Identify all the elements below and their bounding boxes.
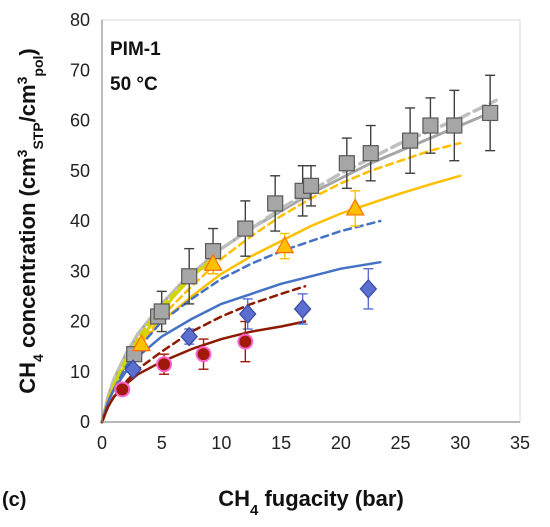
data-point-square <box>181 268 198 285</box>
data-point-square <box>422 117 439 134</box>
data-point-diamond <box>238 304 257 324</box>
y-axis-title-sub3: pol <box>30 56 46 77</box>
model-curve <box>100 219 382 424</box>
data-point-triangle <box>203 253 223 271</box>
data-point-circle <box>237 333 254 350</box>
y-axis-title-sub1: 4 <box>30 354 46 362</box>
x-axis-title-base: CH <box>218 486 250 511</box>
x-tick-label: 30 <box>450 433 470 453</box>
data-point-diamond <box>124 359 142 380</box>
y-axis-title-end: ) <box>15 48 40 55</box>
data-point-square <box>302 177 320 194</box>
data-point-square <box>446 117 463 134</box>
data-point-triangle <box>131 333 151 352</box>
data-point-square <box>362 145 379 162</box>
x-tick-label: 5 <box>157 433 167 453</box>
data-point-square <box>482 104 499 122</box>
model-curve <box>100 174 462 424</box>
x-tick-labels: 0 5 10 15 20 25 30 35 <box>97 433 530 453</box>
annotation-material: PIM-1 <box>110 39 161 60</box>
data-point-diamond <box>180 326 198 347</box>
y-tick-label: 70 <box>70 60 90 80</box>
x-tick-label: 25 <box>391 433 411 453</box>
error-bars <box>156 74 496 375</box>
y-tick-label: 60 <box>70 111 90 131</box>
y-axis-title-sub2: STP <box>30 122 46 149</box>
y-tick-label: 30 <box>70 261 90 281</box>
y-tick-label: 80 <box>70 10 90 30</box>
annotation-temperature: 50 °C <box>110 74 158 95</box>
panel-label: (c) <box>2 489 26 511</box>
y-axis-title-sup1: 3 <box>14 149 30 157</box>
y-axis-title-base: CH <box>15 362 40 394</box>
data-point-square <box>153 303 170 320</box>
y-tick-label: 40 <box>70 211 90 231</box>
data-point-circle <box>156 356 173 373</box>
data-markers <box>114 104 499 398</box>
x-axis-title-rest: fugacity (bar) <box>258 486 403 511</box>
x-tick-label: 35 <box>510 433 530 453</box>
y-tick-label: 10 <box>70 362 90 382</box>
y-tick-labels: 0 10 20 30 40 50 60 70 80 <box>70 10 90 432</box>
y-axis-title-sup2: 3 <box>14 76 30 84</box>
model-curve <box>100 285 307 424</box>
x-tick-label: 20 <box>331 433 351 453</box>
y-axis-title-mid2: /cm <box>15 84 40 122</box>
x-tick-label: 15 <box>271 433 291 453</box>
x-tick-label: 0 <box>97 433 107 453</box>
x-tick-label: 10 <box>211 433 231 453</box>
model-curve <box>100 108 498 424</box>
y-tick-label: 20 <box>70 312 90 332</box>
data-point-triangle <box>275 235 295 254</box>
data-point-square <box>267 195 284 212</box>
data-point-square <box>402 132 419 149</box>
data-point-square <box>338 155 355 172</box>
data-point-diamond <box>359 278 378 299</box>
y-tick-label: 0 <box>80 412 90 432</box>
data-point-diamond <box>293 299 312 319</box>
data-point-circle <box>195 346 212 363</box>
y-axis-title-mid1: concentration (cm <box>15 157 40 354</box>
axes <box>101 20 520 423</box>
data-point-triangle <box>345 198 365 216</box>
x-axis-title: CH4 fugacity (bar) <box>218 486 404 519</box>
data-point-circle <box>114 381 131 398</box>
y-tick-label: 50 <box>70 161 90 181</box>
x-axis-title-subscript: 4 <box>250 502 259 519</box>
y-axis-title: CH4 concentration (cm3STP/cm3pol) <box>14 48 46 393</box>
data-point-square <box>237 220 254 237</box>
